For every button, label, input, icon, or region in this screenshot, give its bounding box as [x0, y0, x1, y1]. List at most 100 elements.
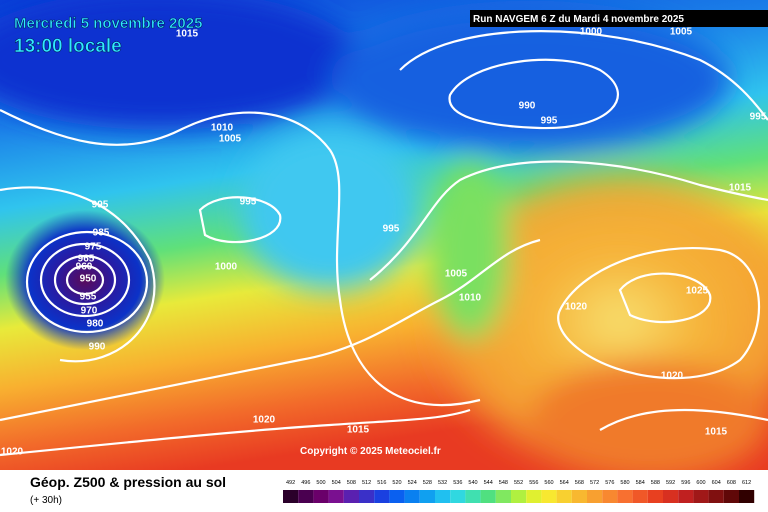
scale-swatch — [328, 490, 344, 503]
isobar-label: 1025 — [686, 286, 709, 297]
isobar-label: 1000 — [580, 27, 603, 38]
scale-swatch — [571, 490, 587, 503]
scale-swatch — [663, 490, 679, 503]
scale-swatch — [739, 490, 755, 503]
scale-swatch — [450, 490, 466, 503]
scale-swatch — [602, 490, 618, 503]
scale-swatch — [587, 490, 603, 503]
scale-swatch — [313, 490, 329, 503]
scale-swatch — [708, 490, 724, 503]
scale-label: 528 — [423, 480, 432, 486]
scale-label: 500 — [316, 480, 325, 486]
scale-swatch — [678, 490, 694, 503]
scale-label: 584 — [636, 480, 645, 486]
scale-swatch — [632, 490, 648, 503]
scale-label: 504 — [332, 480, 341, 486]
run-box — [470, 10, 768, 27]
scale-label: 568 — [575, 480, 584, 486]
scale-label: 496 — [301, 480, 310, 486]
isobar-label: 970 — [81, 306, 98, 317]
date: Mercredi 5 novembre 2025 — [14, 15, 202, 32]
scale-swatch — [404, 490, 420, 503]
scale-label: 600 — [696, 480, 705, 486]
scale-label: 588 — [651, 480, 660, 486]
scale-swatch — [541, 490, 557, 503]
scale-swatch — [298, 490, 314, 503]
scale-swatch — [647, 490, 663, 503]
scale-label: 564 — [560, 480, 569, 486]
scale-label: 516 — [377, 480, 386, 486]
isobar-label: 1020 — [1, 447, 24, 458]
isobar-label: 990 — [89, 342, 106, 353]
scale-swatch — [693, 490, 709, 503]
isobar-label: 995 — [92, 200, 109, 211]
scale-swatch — [374, 490, 390, 503]
isobar-label: 995 — [240, 197, 257, 208]
isobar-label: 975 — [85, 242, 102, 253]
scale-label: 608 — [727, 480, 736, 486]
copyright: Copyright © 2025 Meteociel.fr — [300, 446, 441, 457]
scale-swatch — [343, 490, 359, 503]
scale-swatch — [495, 490, 511, 503]
scale-swatch — [435, 490, 451, 503]
isobar-label: 1005 — [219, 134, 242, 145]
isobar-label: 1020 — [661, 371, 684, 382]
scale-label: 580 — [620, 480, 629, 486]
scale-swatch — [480, 490, 496, 503]
scale-label: 552 — [514, 480, 523, 486]
isobar-label: 995 — [750, 112, 767, 123]
scale-swatch — [526, 490, 542, 503]
scale-label: 544 — [484, 480, 493, 486]
isobar-label: 965 — [78, 254, 95, 265]
scale-label: 536 — [453, 480, 462, 486]
isobar-label: 995 — [541, 116, 558, 127]
isobar-label: 990 — [519, 101, 536, 112]
isobar-label: 955 — [80, 292, 97, 303]
scale-label: 512 — [362, 480, 371, 486]
scale-label: 612 — [742, 480, 751, 486]
isobar-label: 1020 — [565, 302, 588, 313]
scale-label: 596 — [681, 480, 690, 486]
scale-swatch — [556, 490, 572, 503]
scale-label: 548 — [499, 480, 508, 486]
isobar-label: 1015 — [729, 183, 752, 194]
scale-swatch — [465, 490, 481, 503]
time: 13:00 locale — [14, 36, 122, 57]
isobar-label: 980 — [87, 319, 104, 330]
scale-swatch — [389, 490, 405, 503]
isobar-label: 985 — [93, 228, 110, 239]
scale-label: 576 — [605, 480, 614, 486]
scale-label: 556 — [529, 480, 538, 486]
isobar-label: 995 — [383, 224, 400, 235]
scale-label: 508 — [347, 480, 356, 486]
scale-label: 592 — [666, 480, 675, 486]
field — [0, 0, 768, 480]
isobar-label: 1005 — [445, 269, 468, 280]
color-scale: 492 496 500 504 508 512 516 520 524 528 532 536 540 5… — [283, 480, 755, 503]
scale-label: 532 — [438, 480, 447, 486]
isobar-label: 1015 — [347, 425, 370, 436]
scale-label: 604 — [712, 480, 721, 486]
scale-label: 560 — [544, 480, 553, 486]
isobar-label: 950 — [80, 274, 97, 285]
scale-label: 572 — [590, 480, 599, 486]
scale-label: 520 — [392, 480, 401, 486]
footer-title: Géop. Z500 & pression au sol — [30, 474, 226, 490]
scale-swatch — [283, 490, 299, 503]
scale-label: 492 — [286, 480, 295, 486]
footer-lead: (+ 30h) — [30, 495, 62, 506]
scale-swatch — [359, 490, 375, 503]
isobar-label: 1015 — [705, 427, 728, 438]
isobar-label: 1015 — [176, 29, 199, 40]
run-info: Run NAVGEM 6 Z du Mardi 4 novembre 2025 — [473, 14, 684, 25]
scale-swatch — [723, 490, 739, 503]
scale-swatch — [511, 490, 527, 503]
scale-swatch — [419, 490, 435, 503]
scale-label: 524 — [408, 480, 417, 486]
isobars — [0, 30, 768, 457]
isobar-label: 1005 — [670, 27, 693, 38]
scale-swatch — [617, 490, 633, 503]
isobar-label: 1000 — [215, 262, 238, 273]
